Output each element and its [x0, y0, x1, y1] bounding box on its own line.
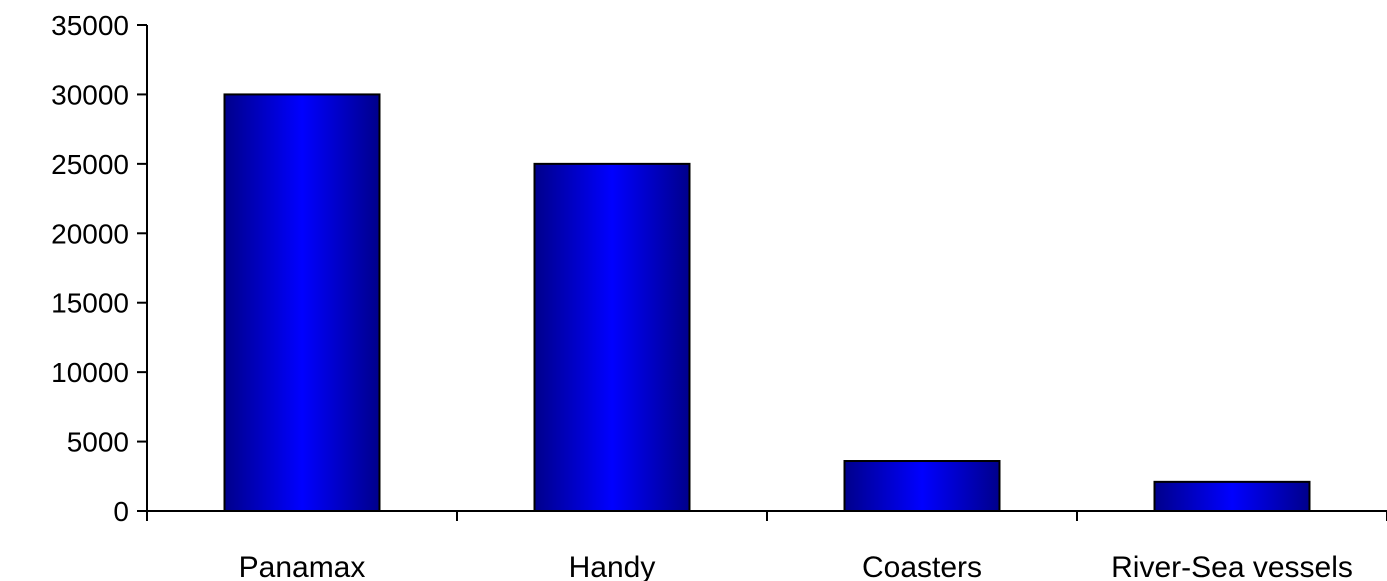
x-category-label: Coasters — [862, 551, 982, 581]
bar-river-sea-vessels — [1153, 480, 1311, 512]
x-category-label: River-Sea vessels — [1111, 551, 1353, 581]
y-tick-label: 35000 — [51, 10, 129, 41]
y-tick-label: 10000 — [51, 357, 129, 388]
category-labels: Panamax Handy Coasters River-Sea vessels — [239, 551, 1353, 581]
x-category-label: Handy — [569, 551, 656, 581]
y-tick-label: 15000 — [51, 288, 129, 319]
y-tick-label: 25000 — [51, 149, 129, 180]
bars — [223, 93, 1311, 513]
bar-panamax — [223, 93, 381, 513]
x-axis — [146, 510, 1387, 521]
y-tick-label: 5000 — [67, 427, 129, 458]
y-tick-label: 20000 — [51, 218, 129, 249]
bar-coasters — [843, 460, 1001, 512]
y-tick-label: 30000 — [51, 79, 129, 110]
x-category-label: Panamax — [239, 551, 366, 581]
y-axis: 0 5000 10000 15000 20000 25000 30000 35000 — [51, 10, 148, 527]
y-tick-label: 0 — [113, 496, 129, 527]
bar-handy — [533, 162, 691, 512]
